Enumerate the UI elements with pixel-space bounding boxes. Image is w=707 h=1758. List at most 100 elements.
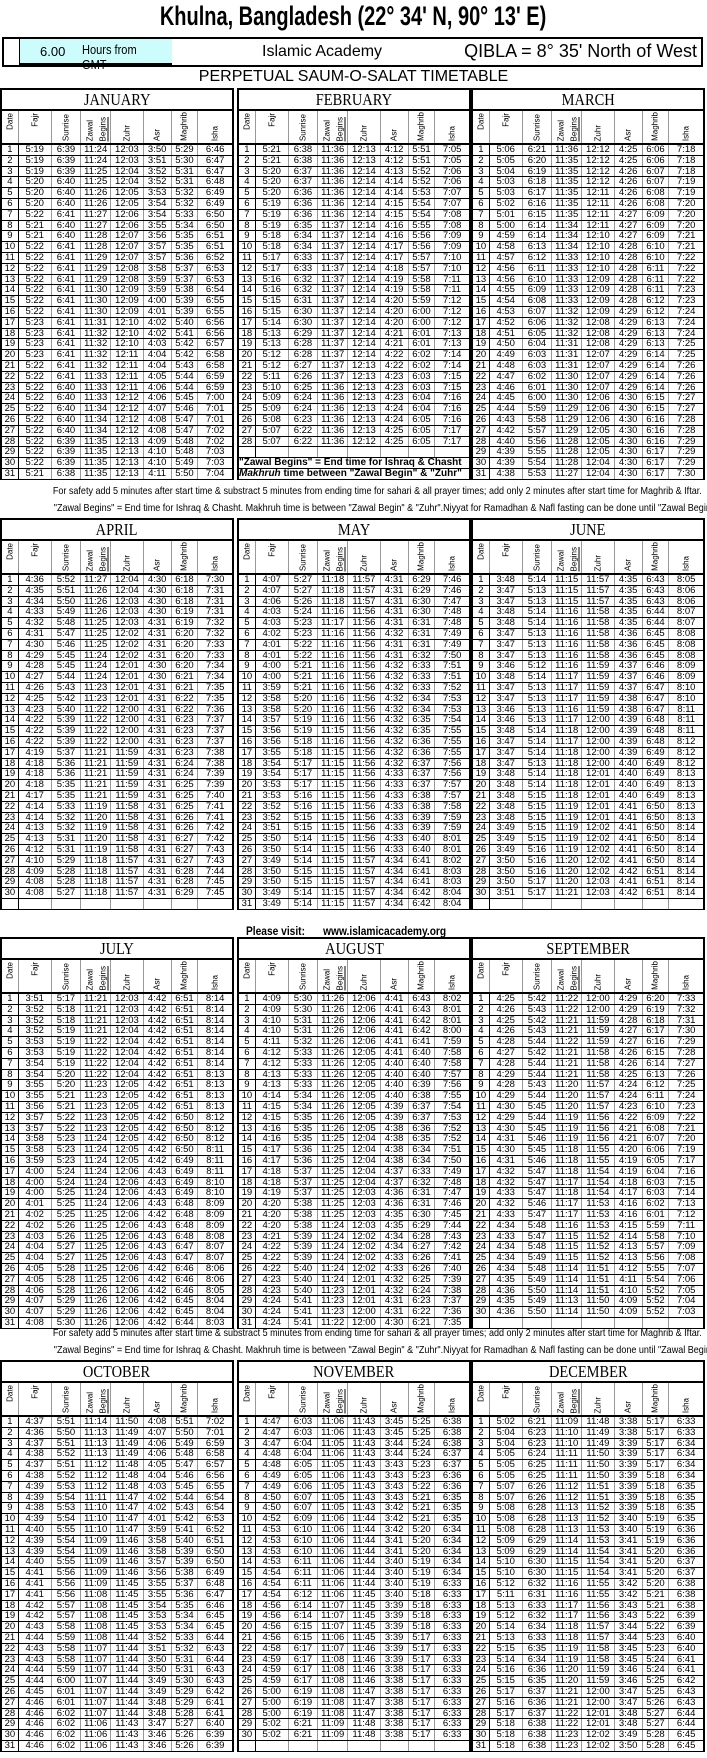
cell-sunrise: 6:28 — [523, 1514, 553, 1524]
cell-isha: 7:37 — [205, 715, 225, 726]
cell-zuhr: 11:45 — [111, 1578, 144, 1589]
table-row: 10 4:00 5:21 11:16 11:56 4:32 6:33 7:51 — [239, 672, 469, 683]
table-row: 25 3:49 5:15 11:19 12:02 4:41 6:50 8:14 — [473, 834, 703, 845]
cell-maghrib: 5:32 — [172, 198, 199, 209]
cell-asr: 4:29 — [615, 360, 643, 371]
cell-zuhr: 11:56 — [348, 769, 381, 780]
cell-zuhr: 12:01 — [111, 672, 144, 682]
cell-zawal-begins: 11:09 — [318, 1730, 349, 1740]
cell-maghrib: 6:44 — [643, 607, 670, 618]
cell-zawal-begins: 11:26 — [318, 1026, 349, 1037]
cell-isha: 6:45 — [676, 1740, 696, 1751]
cell-date: 16 — [2, 1578, 19, 1589]
cell-isha: 7:31 — [676, 1015, 696, 1026]
cell-asr: 4:32 — [381, 661, 409, 672]
cell-isha: 6:50 — [205, 220, 225, 231]
cell-sunrise: 6:41 — [52, 350, 82, 360]
cell-fajr: 5:13 — [490, 1600, 523, 1611]
cell-zawal-begins: 11:11 — [81, 1492, 112, 1503]
cell-asr: 4:43 — [144, 1166, 172, 1177]
cell-zuhr: 11:51 — [582, 1285, 615, 1296]
cell-zuhr: 12:06 — [111, 1231, 144, 1242]
cell-fajr: 3:56 — [256, 736, 289, 747]
cell-fajr: 5:02 — [490, 198, 523, 209]
cell-fajr: 3:52 — [256, 812, 289, 823]
cell-fajr: 5:21 — [19, 468, 52, 479]
cell-isha: 7:09 — [676, 1242, 696, 1253]
cell-asr: 4:32 — [381, 726, 409, 736]
cell-isha: 7:53 — [442, 693, 462, 704]
cell-sunrise: 6:32 — [289, 285, 319, 296]
table-row: 15 3:48 5:14 11:18 12:00 4:39 6:48 8:11 — [473, 726, 703, 737]
cell-asr: 3:51 — [144, 155, 172, 166]
cell-maghrib: 5:17 — [643, 1460, 670, 1470]
cell-maghrib: 6:11 — [643, 263, 670, 274]
cell-isha: 8:01 — [442, 1004, 462, 1015]
cell-date: 23 — [2, 1231, 19, 1242]
cell-sunrise: 6:17 — [289, 1643, 319, 1654]
cell-fajr: 3:49 — [256, 888, 289, 898]
cell-fajr: 4:45 — [490, 393, 523, 404]
cell-zuhr: 12:06 — [111, 1296, 144, 1307]
cell-sunrise: 5:28 — [52, 1263, 82, 1274]
cell-isha: 8:14 — [676, 866, 696, 877]
cell-asr: 4:30 — [144, 575, 172, 585]
cell-zawal-begins: 11:24 — [318, 1263, 349, 1274]
cell-date: 1 — [473, 994, 490, 1004]
cell-sunrise: 5:47 — [523, 1231, 553, 1242]
cell-asr: 4:42 — [144, 1015, 172, 1026]
cell-maghrib: 5:27 — [643, 1719, 670, 1730]
cell-zawal-begins: 11:36 — [318, 425, 349, 436]
cell-isha: 8:08 — [676, 639, 696, 650]
cell-date: 28 — [239, 866, 256, 877]
cell-asr: 3:54 — [144, 1600, 172, 1611]
table-row: 30 4:36 5:50 11:14 11:50 4:09 5:52 7:03 — [473, 1307, 703, 1318]
cell-maghrib: 6:06 — [643, 145, 670, 155]
cell-maghrib: 6:02 — [409, 360, 436, 371]
cell-fajr: 4:49 — [490, 350, 523, 360]
cell-asr: 4:32 — [381, 704, 409, 715]
cell-sunrise: 6:03 — [289, 1427, 319, 1438]
cell-maghrib: 6:29 — [409, 575, 436, 585]
cell-asr: 3:52 — [144, 1632, 172, 1643]
table-row: 25 4:04 5:27 11:25 12:06 4:43 6:47 8:07 — [2, 1253, 232, 1264]
cell-sunrise: 6:04 — [289, 1438, 319, 1449]
cell-date: 7 — [473, 1058, 490, 1069]
cell-zawal-begins: 11:07 — [81, 1686, 112, 1697]
cell-date: 20 — [473, 780, 490, 790]
cell-fajr: 5:10 — [256, 382, 289, 393]
cell-isha: 7:29 — [676, 436, 696, 447]
cell-fajr: 4:34 — [19, 596, 52, 607]
cell-zuhr: 12:14 — [348, 328, 381, 339]
cell-sunrise: 5:39 — [52, 715, 82, 726]
cell-fajr: 5:08 — [256, 414, 289, 425]
cell-fajr: 3:52 — [256, 801, 289, 812]
cell-isha: 7:38 — [205, 758, 225, 769]
cell-maghrib: 6:13 — [643, 1069, 670, 1080]
cell-fajr: 3:58 — [19, 1145, 52, 1155]
cell-zuhr: 11:59 — [111, 758, 144, 769]
cell-zawal-begins: 11:15 — [318, 866, 349, 877]
cell-zawal-begins: 11:13 — [552, 1524, 583, 1535]
cell-date: 24 — [473, 1242, 490, 1253]
cell-zuhr: 12:00 — [348, 1307, 381, 1317]
cell-asr: 3:40 — [381, 1568, 409, 1578]
website-link[interactable]: www.islamicacademy.org — [323, 924, 447, 938]
cell-asr: 4:09 — [144, 436, 172, 447]
cell-fajr: 5:20 — [256, 166, 289, 177]
cell-fajr: 5:18 — [490, 1740, 523, 1751]
cell-zawal-begins: 11:25 — [81, 1231, 112, 1242]
cell-isha: 6:53 — [205, 263, 225, 274]
cell-sunrise: 5:55 — [52, 1524, 82, 1535]
cell-date: 25 — [2, 834, 19, 844]
cell-zuhr: 11:58 — [582, 1643, 615, 1654]
cell-date: 9 — [239, 231, 256, 242]
cell-zuhr: 11:56 — [348, 661, 381, 672]
cell-date: 8 — [473, 220, 490, 231]
cell-maghrib: 6:21 — [172, 682, 199, 693]
cell-zuhr: 11:59 — [111, 790, 144, 801]
cell-isha: 7:35 — [205, 682, 225, 693]
cell-date: 13 — [2, 704, 19, 715]
cell-isha: 6:33 — [442, 1611, 462, 1622]
cell-zawal-begins: 11:24 — [81, 1177, 112, 1188]
